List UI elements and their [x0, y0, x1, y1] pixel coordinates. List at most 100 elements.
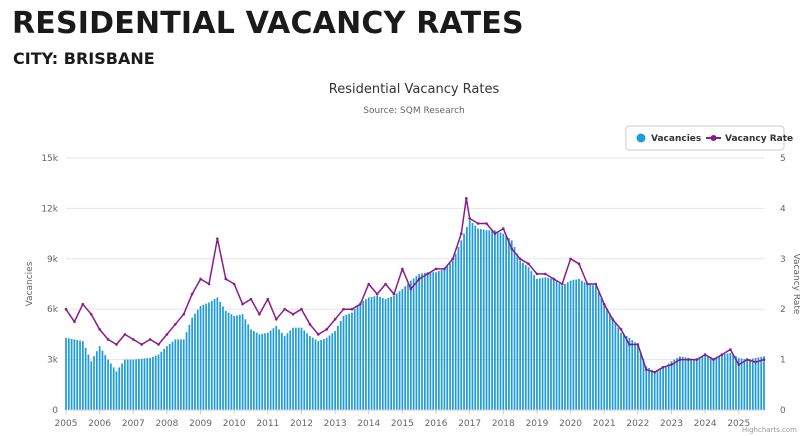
x-tick-label: 2019 — [525, 419, 548, 429]
legend-frame — [625, 125, 785, 151]
vacancies-bar — [690, 358, 692, 410]
vacancies-bar — [555, 281, 558, 410]
vacancy-rate-point — [468, 217, 471, 220]
vacancies-bar — [247, 324, 250, 410]
vacancies-bar — [636, 344, 639, 410]
vacancies-bar — [670, 361, 673, 410]
vacancies-bar — [451, 260, 454, 410]
y-left-axis-title: Vacancies — [25, 261, 35, 306]
vacancies-bar — [90, 361, 93, 410]
vacancies-bar — [600, 298, 603, 410]
vacancy-rate-point — [300, 307, 303, 311]
vacancies-bar — [558, 283, 561, 410]
vacancy-rate-point — [157, 343, 160, 346]
vacancies-bar — [342, 315, 345, 410]
vacancies-bar — [210, 300, 213, 410]
vacancies-bar — [757, 357, 760, 410]
y-right-ticks: 0 1 2 3 4 5 — [780, 154, 786, 416]
vacancy-rate-point — [165, 333, 169, 336]
x-tick-label: 2006 — [88, 419, 111, 429]
vacancies-bar — [589, 284, 592, 410]
x-tick-label: 2005 — [55, 419, 78, 429]
vacancies-bar — [516, 253, 519, 410]
vacancies-bar — [264, 333, 266, 410]
vacancies-bar — [659, 369, 662, 410]
vacancy-rate-point — [190, 292, 194, 296]
x-tick-label: 2010 — [223, 419, 246, 429]
vacancies-bars — [65, 220, 765, 410]
vacancies-bar — [533, 275, 536, 410]
x-tick-label: 2016 — [425, 419, 448, 429]
vacancies-bar — [124, 359, 126, 410]
vacancies-bar — [754, 357, 757, 410]
vacancies-bar — [499, 232, 502, 410]
vacancy-rate-point — [417, 277, 421, 281]
vacancies-bar — [152, 356, 154, 410]
vacancy-rate-point — [258, 312, 261, 316]
vacancies-bar — [76, 340, 79, 410]
vacancies-bar — [648, 368, 650, 410]
vacancy-rate-point — [602, 302, 606, 306]
vacancies-bar — [289, 330, 292, 410]
vacancies-bar — [679, 356, 681, 410]
vacancy-rate-point — [182, 312, 186, 316]
vacancies-bar — [367, 297, 370, 410]
vacancies-bar — [583, 282, 586, 410]
vacancies-bar — [513, 247, 516, 410]
vacancies-bar — [199, 305, 202, 410]
vacancies-bar — [617, 327, 620, 410]
vacancies-bar — [693, 359, 695, 410]
vacancies-bar — [140, 358, 143, 410]
y-right-tick-label: 0 — [780, 406, 786, 416]
vacancies-bar — [345, 314, 348, 410]
x-tick-label: 2012 — [290, 419, 313, 429]
vacancies-bar — [620, 332, 622, 410]
vacancies-bar — [81, 341, 84, 410]
vacancies-bar — [743, 359, 746, 410]
chart-credits[interactable]: Highcharts.com — [742, 426, 797, 434]
legend-item-vacancies[interactable]: Vacancies — [636, 133, 702, 145]
vacancy-rate-point — [73, 320, 76, 324]
vacancies-bar — [121, 363, 123, 410]
vacancies-bar — [471, 222, 474, 410]
legend-item-vacancy-rate[interactable]: Vacancy Rate — [706, 134, 793, 144]
vacancies-bar — [328, 335, 331, 410]
vacancies-bar — [241, 314, 244, 410]
vacancies-bar — [698, 357, 701, 410]
vacancies-bar — [337, 326, 339, 410]
vacancies-bar — [98, 346, 101, 410]
vacancy-rate-point — [712, 358, 715, 361]
vacancies-bar — [233, 315, 236, 410]
vacancy-rate-point — [232, 282, 236, 286]
vacancies-bar — [622, 334, 625, 410]
vacancy-rate-point — [392, 292, 396, 296]
y-left-tick-label: 3k — [47, 356, 59, 366]
vacancy-rate-point — [619, 328, 623, 331]
vacancies-bar — [572, 280, 575, 410]
vacancy-rate-point — [148, 338, 152, 341]
vacancies-bar — [174, 339, 177, 410]
vacancy-rate-point — [476, 222, 480, 225]
vacancies-bar — [393, 295, 395, 410]
vacancies-bar — [625, 336, 628, 410]
vacancies-bar — [191, 317, 194, 410]
vacancy-rate-point — [249, 297, 253, 301]
vacancies-bar — [202, 304, 205, 410]
vacancy-rate-point — [493, 232, 497, 235]
vacancy-rate-point — [552, 277, 556, 281]
vacancies-bar — [407, 283, 409, 410]
vacancies-bar — [180, 339, 182, 410]
vacancy-rate-point — [678, 358, 682, 361]
vacancy-rate-point — [115, 343, 118, 346]
vacancy-rate-points — [64, 197, 766, 374]
vacancies-bar — [463, 233, 465, 410]
vacancy-rate-point — [737, 363, 741, 366]
x-ticks: 2005 2006 2007 2008 2009 2010 2011 2012 2013 2014… — [55, 410, 750, 429]
vacancies-bar — [409, 280, 412, 410]
vacancies-bar — [485, 230, 488, 410]
vacancies-bar — [715, 356, 718, 410]
x-tick-label: 2009 — [189, 419, 212, 429]
vacancies-bar — [370, 296, 373, 410]
vacancy-rate-line — [65, 197, 765, 373]
vacancies-bar — [387, 298, 390, 410]
